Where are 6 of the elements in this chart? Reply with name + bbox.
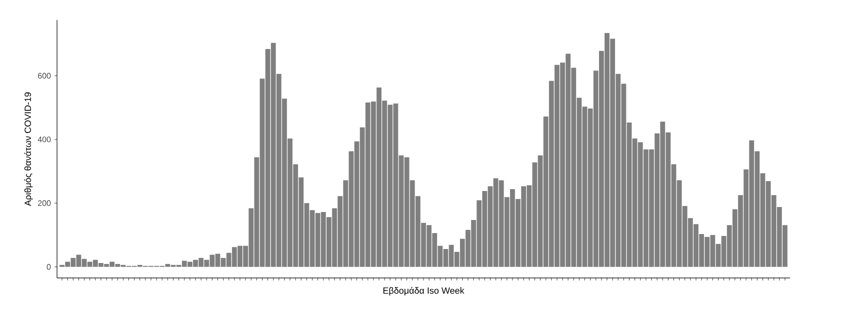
y-tick-label: 0: [46, 264, 51, 270]
y-axis-title: Αριθμός θανάτων COVID-19: [24, 92, 33, 206]
y-tick-label: 200: [38, 200, 51, 206]
x-axis-title: Εβδομάδα Iso Week: [383, 286, 464, 296]
y-tick-label: 600: [38, 72, 51, 79]
y-tick-label: 400: [38, 136, 51, 142]
